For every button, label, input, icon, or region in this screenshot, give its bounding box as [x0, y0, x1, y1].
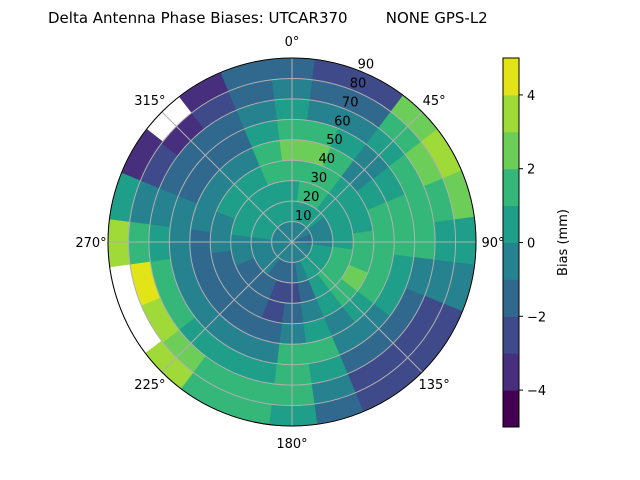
angular-tick-label: 225°: [134, 378, 165, 393]
colorbar-band: [503, 242, 519, 280]
radial-tick-label: 10: [295, 209, 312, 224]
angular-tick-label: 315°: [134, 94, 165, 109]
colorbar-label: Bias (mm): [556, 209, 571, 276]
colorbar-band: [503, 279, 519, 317]
angular-gridline: [161, 111, 423, 373]
radial-tick-label: 30: [311, 171, 328, 186]
colorbar-tick-label: −4: [527, 384, 546, 399]
radial-tick-label: 50: [326, 133, 343, 148]
angular-tick-label: 135°: [418, 378, 449, 393]
radial-tick-label: 60: [334, 114, 351, 129]
angular-tick-label: 270°: [75, 236, 106, 251]
colorbar-band: [503, 131, 519, 170]
polar-grid: [107, 57, 477, 427]
radial-tick-label: 40: [318, 152, 335, 167]
axis-labels: 0° 45° 90° 135° 180° 225° 270° 315° 10 20 30 40 50 60…: [75, 35, 504, 452]
angular-tick-label: 90°: [481, 236, 504, 251]
radial-tick-label: 90: [358, 58, 375, 73]
polar-frame: [107, 57, 477, 427]
radial-tick-label: 70: [342, 95, 359, 110]
colorbar-band: [503, 205, 519, 243]
angular-tick-label: 0°: [285, 35, 300, 50]
colorbar-tick-label: −2: [527, 310, 546, 325]
radial-tick-label: 20: [303, 190, 320, 205]
colorbar-tick-label: 4: [527, 89, 535, 104]
colorbar-band: [503, 168, 519, 207]
colorbar-band: [503, 390, 519, 428]
colorbar-band: [503, 316, 519, 354]
angular-tick-label: 180°: [276, 437, 307, 452]
angular-tick-label: 45°: [423, 94, 446, 109]
radial-tick-label: 80: [350, 77, 367, 92]
contour-cells: [107, 57, 477, 427]
chart-title: Delta Antenna Phase Biases: UTCAR370 NON…: [48, 9, 488, 27]
colorbar-band: [503, 353, 519, 391]
colorbar: 4 2 0 −2 −4 Bias (mm): [502, 57, 571, 428]
colorbar-band: [503, 94, 519, 133]
colorbar-tick-label: 2: [527, 163, 535, 178]
colorbar-band: [503, 58, 519, 96]
colorbar-tick-label: 0: [527, 237, 535, 252]
